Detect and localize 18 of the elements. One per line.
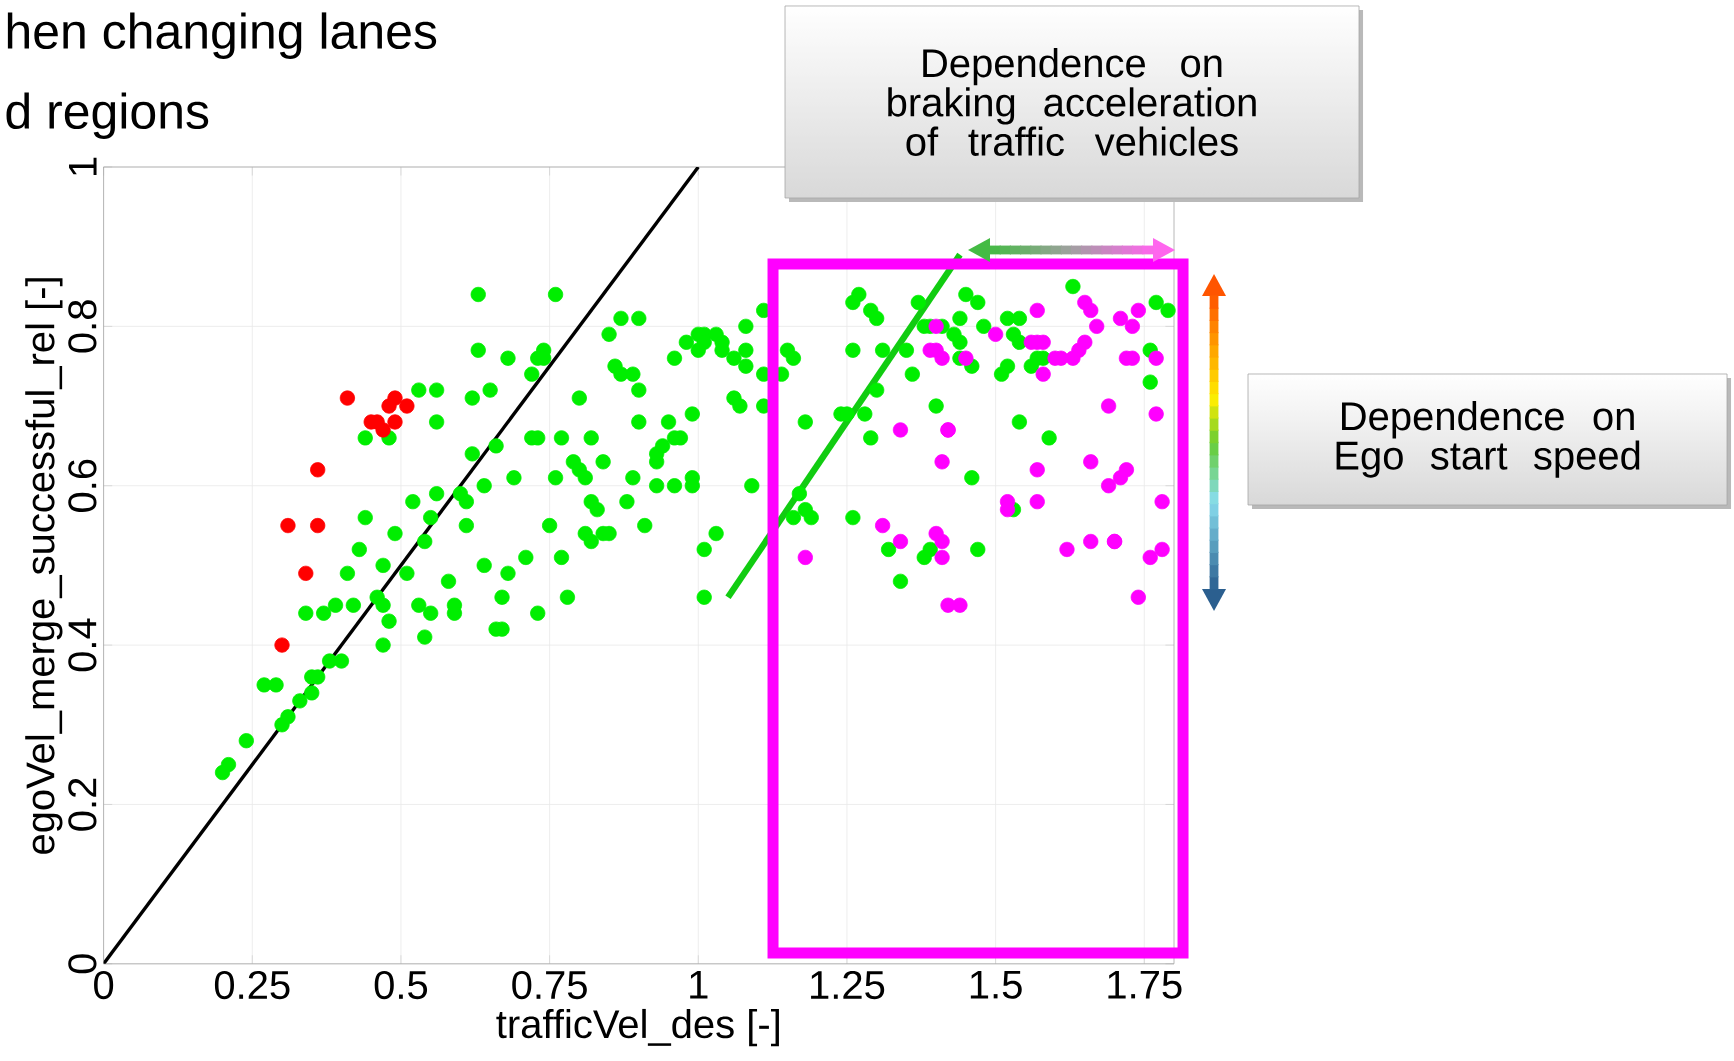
x-tick-label: 1.25 bbox=[811, 970, 885, 1000]
y-tick-label: 1 bbox=[69, 157, 97, 176]
y-tick-label: 0.2 bbox=[68, 778, 97, 831]
text: Dependence on Ego start speed bbox=[1336, 401, 1640, 478]
x-axis-title: trafficVel_des [-] bbox=[496, 1008, 779, 1047]
y-axis-title: egoVel_merge_successful_rel [-] bbox=[25, 278, 63, 854]
x-tick-label: 1.75 bbox=[1108, 970, 1182, 999]
y-tick-label: 0.6 bbox=[68, 459, 97, 512]
x-tick-label: 1.5 bbox=[970, 970, 1022, 999]
x-tick-label: 0.5 bbox=[374, 970, 428, 1000]
x-tick-label: 0.75 bbox=[512, 970, 587, 1000]
x-tick-label: 1 bbox=[690, 970, 708, 999]
text: Dependence on braking acceleration of traffic vehicles bbox=[888, 48, 1256, 156]
chart-title: hen changing lanes bbox=[7, 12, 437, 59]
y-tick-label: 0.4 bbox=[68, 618, 97, 672]
chart-subtitle: d regions bbox=[6, 92, 209, 139]
x-tick-label: 0.25 bbox=[214, 970, 290, 1000]
y-tick-label: 0.8 bbox=[68, 300, 97, 353]
